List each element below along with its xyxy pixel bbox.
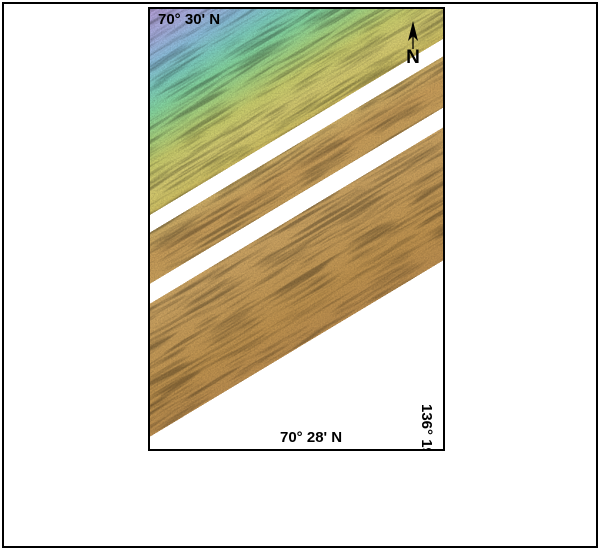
svg-text:N: N xyxy=(406,47,420,65)
